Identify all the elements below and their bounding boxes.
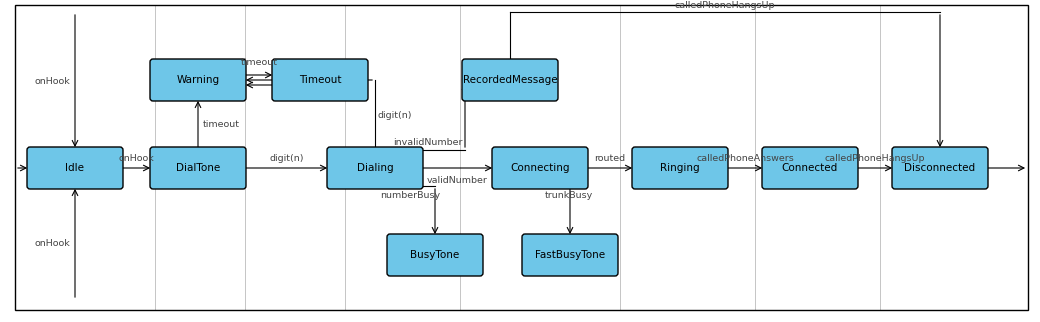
Text: FastBusyTone: FastBusyTone [535, 250, 605, 260]
Text: routed: routed [595, 154, 626, 163]
Text: timeout: timeout [203, 119, 240, 128]
FancyBboxPatch shape [150, 59, 246, 101]
Text: numberBusy: numberBusy [380, 191, 440, 200]
Text: validNumber: validNumber [427, 176, 488, 185]
Text: trunkBusy: trunkBusy [545, 191, 593, 200]
FancyBboxPatch shape [27, 147, 123, 189]
Text: calledPhoneHangsUp: calledPhoneHangsUp [825, 154, 926, 163]
FancyBboxPatch shape [492, 147, 588, 189]
Text: Dialing: Dialing [357, 163, 393, 173]
FancyBboxPatch shape [272, 59, 368, 101]
Text: onHook: onHook [34, 239, 70, 248]
FancyBboxPatch shape [150, 147, 246, 189]
Text: calledPhoneHangsUp: calledPhoneHangsUp [675, 1, 775, 10]
Text: digit(n): digit(n) [269, 154, 304, 163]
Text: digit(n): digit(n) [378, 110, 413, 119]
Text: Ringing: Ringing [660, 163, 700, 173]
Text: Connected: Connected [782, 163, 838, 173]
Text: onHook: onHook [34, 77, 70, 86]
Text: onHook: onHook [119, 154, 154, 163]
FancyBboxPatch shape [387, 234, 483, 276]
FancyBboxPatch shape [892, 147, 988, 189]
Text: invalidNumber: invalidNumber [393, 138, 462, 147]
Text: Idle: Idle [66, 163, 84, 173]
Text: Disconnected: Disconnected [905, 163, 976, 173]
FancyBboxPatch shape [522, 234, 618, 276]
Text: timeout: timeout [240, 58, 278, 67]
Text: RecordedMessage: RecordedMessage [463, 75, 557, 85]
Text: Timeout: Timeout [298, 75, 341, 85]
FancyBboxPatch shape [632, 147, 728, 189]
Text: Warning: Warning [177, 75, 219, 85]
FancyBboxPatch shape [762, 147, 858, 189]
Text: BusyTone: BusyTone [411, 250, 460, 260]
FancyBboxPatch shape [327, 147, 423, 189]
Text: DialTone: DialTone [176, 163, 220, 173]
Text: calledPhoneAnswers: calledPhoneAnswers [696, 154, 794, 163]
Text: Connecting: Connecting [511, 163, 570, 173]
FancyBboxPatch shape [462, 59, 558, 101]
